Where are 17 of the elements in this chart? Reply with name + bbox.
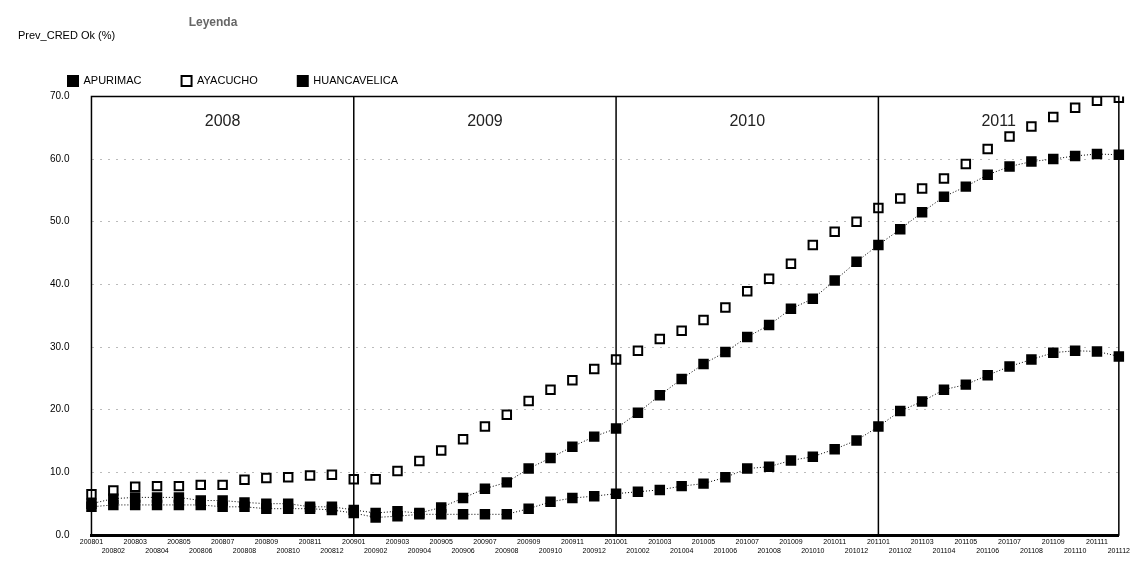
annotation: 2011 [981, 111, 1016, 129]
legend-label: AYACUCHO [197, 73, 259, 86]
legend-label: HUANCAVELICA [313, 73, 399, 86]
y-tick-label: 70.0 [49, 90, 70, 102]
y-tick-label: 0.0 [55, 528, 70, 540]
legend-title: Leyenda [188, 15, 238, 30]
y-tick-label: 30.0 [49, 340, 70, 352]
y-tick-label: 60.0 [49, 152, 70, 164]
legend-label: APURIMAC [83, 73, 142, 86]
annotation: 2008 [204, 111, 241, 129]
y-tick-label: 20.0 [49, 403, 70, 415]
annotation: 2010 [729, 111, 766, 129]
y-tick-label: 50.0 [49, 215, 70, 227]
y-tick-label: 40.0 [49, 278, 70, 290]
y-axis-title: Prev_CRED Ok (%) [18, 29, 116, 42]
annotation: 2009 [467, 111, 503, 129]
y-tick-label: 10.0 [49, 466, 70, 478]
